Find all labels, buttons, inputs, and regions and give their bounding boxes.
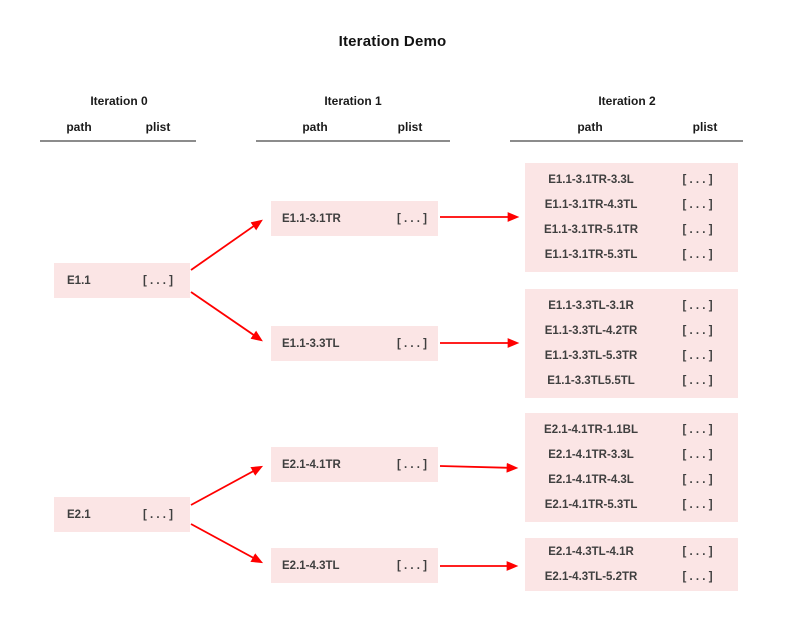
header-rule-iteration-0 [40, 140, 196, 142]
row-path: E1.1-3.3TL-4.2TR [544, 325, 638, 338]
row-plist: [ . . . ] [682, 199, 713, 212]
header-rule-iteration-1 [256, 140, 450, 142]
node-path: E2.1-4.3TL [282, 559, 340, 572]
table-row: E1.1-3.1TR-3.3L [ . . . ] [525, 168, 738, 193]
header-rule-iteration-2 [510, 140, 743, 142]
group-e11-33tl-children: E1.1-3.3TL-3.1R [ . . . ] E1.1-3.3TL-4.2… [525, 289, 738, 398]
row-plist: [ . . . ] [682, 570, 713, 583]
group-e21-43tl-children: E2.1-4.3TL-4.1R [ . . . ] E2.1-4.3TL-5.2… [525, 538, 738, 591]
row-plist: [ . . . ] [682, 300, 713, 313]
plist-header-iteration-1: plist [397, 120, 423, 134]
row-plist: [ . . . ] [682, 498, 713, 511]
node-plist: [ . . . ] [396, 337, 427, 350]
row-plist: [ . . . ] [682, 349, 713, 362]
column-header-iteration-0: Iteration 0 [90, 94, 148, 108]
arrow-e11-to-e11-33tl [190, 291, 263, 342]
path-header-iteration-2: path [577, 120, 603, 134]
table-row: E1.1-3.3TL-3.1R [ . . . ] [525, 294, 738, 319]
table-row: E1.1-3.3TL-5.3TR [ . . . ] [525, 344, 738, 369]
table-row: E1.1-3.3TL-4.2TR [ . . . ] [525, 319, 738, 344]
row-plist: [ . . . ] [682, 174, 713, 187]
row-path: E1.1-3.3TL-3.1R [548, 300, 634, 313]
node-e21-43tl: E2.1-4.3TL [ . . . ] [271, 548, 438, 583]
table-row: E2.1-4.3TL-4.1R [ . . . ] [525, 540, 738, 565]
table-row: E2.1-4.3TL-5.2TR [ . . . ] [525, 565, 738, 590]
row-path: E1.1-3.3TL-5.3TR [544, 349, 638, 362]
node-plist: [ . . . ] [142, 274, 173, 287]
node-e11: E1.1 [ . . . ] [54, 263, 190, 298]
arrow-e21-to-e21-43tl [190, 523, 264, 564]
row-path: E2.1-4.1TR-5.3TL [544, 498, 638, 511]
column-header-iteration-1: Iteration 1 [324, 94, 382, 108]
path-header-iteration-1: path [302, 120, 328, 134]
path-header-iteration-0: path [66, 120, 92, 134]
row-plist: [ . . . ] [682, 325, 713, 338]
node-e21-41tr: E2.1-4.1TR [ . . . ] [271, 447, 438, 482]
row-plist: [ . . . ] [682, 248, 713, 261]
plist-header-iteration-2: plist [692, 120, 718, 134]
row-plist: [ . . . ] [682, 546, 713, 559]
node-path: E1.1-3.3TL [282, 337, 340, 350]
node-plist: [ . . . ] [396, 559, 427, 572]
table-row: E1.1-3.1TR-5.3TL [ . . . ] [525, 242, 738, 267]
row-path: E2.1-4.1TR-4.3L [548, 473, 634, 486]
table-row: E1.1-3.3TL5.5TL [ . . . ] [525, 368, 738, 393]
group-e11-31tr-children: E1.1-3.1TR-3.3L [ . . . ] E1.1-3.1TR-4.3… [525, 163, 738, 272]
arrow-e21-41tr-to-group3 [439, 462, 519, 473]
row-path: E2.1-4.1TR-1.1BL [544, 424, 638, 437]
node-path: E2.1-4.1TR [282, 458, 341, 471]
node-path: E2.1 [67, 508, 91, 521]
row-path: E2.1-4.3TL-5.2TR [544, 570, 638, 583]
row-plist: [ . . . ] [682, 424, 713, 437]
node-path: E1.1-3.1TR [282, 212, 341, 225]
table-row: E2.1-4.1TR-5.3TL [ . . . ] [525, 492, 738, 517]
node-e11-31tr: E1.1-3.1TR [ . . . ] [271, 201, 438, 236]
row-path: E1.1-3.3TL5.5TL [547, 374, 635, 387]
table-row: E2.1-4.1TR-3.3L [ . . . ] [525, 443, 738, 468]
row-plist: [ . . . ] [682, 473, 713, 486]
node-e21: E2.1 [ . . . ] [54, 497, 190, 532]
row-plist: [ . . . ] [682, 374, 713, 387]
table-row: E2.1-4.1TR-1.1BL [ . . . ] [525, 418, 738, 443]
page-title: Iteration Demo [338, 33, 447, 50]
column-header-iteration-2: Iteration 2 [598, 94, 656, 108]
arrow-e11-to-e11-31tr [190, 219, 263, 271]
row-path: E2.1-4.3TL-4.1R [548, 546, 634, 559]
row-path: E1.1-3.1TR-4.3TL [544, 199, 638, 212]
table-row: E1.1-3.1TR-4.3TL [ . . . ] [525, 193, 738, 218]
row-path: E1.1-3.1TR-5.3TL [544, 248, 638, 261]
group-e21-41tr-children: E2.1-4.1TR-1.1BL [ . . . ] E2.1-4.1TR-3.… [525, 413, 738, 522]
table-row: E1.1-3.1TR-5.1TR [ . . . ] [525, 218, 738, 243]
node-plist: [ . . . ] [396, 458, 427, 471]
table-row: E2.1-4.1TR-4.3L [ . . . ] [525, 468, 738, 493]
row-path: E1.1-3.1TR-3.3L [548, 174, 634, 187]
node-plist: [ . . . ] [396, 212, 427, 225]
node-plist: [ . . . ] [142, 508, 173, 521]
row-path: E1.1-3.1TR-5.1TR [544, 223, 638, 236]
arrow-e21-to-e21-41tr [190, 465, 264, 506]
row-plist: [ . . . ] [682, 223, 713, 236]
node-path: E1.1 [67, 274, 91, 287]
node-e11-33tl: E1.1-3.3TL [ . . . ] [271, 326, 438, 361]
plist-header-iteration-0: plist [145, 120, 171, 134]
row-plist: [ . . . ] [682, 449, 713, 462]
row-path: E2.1-4.1TR-3.3L [548, 449, 634, 462]
